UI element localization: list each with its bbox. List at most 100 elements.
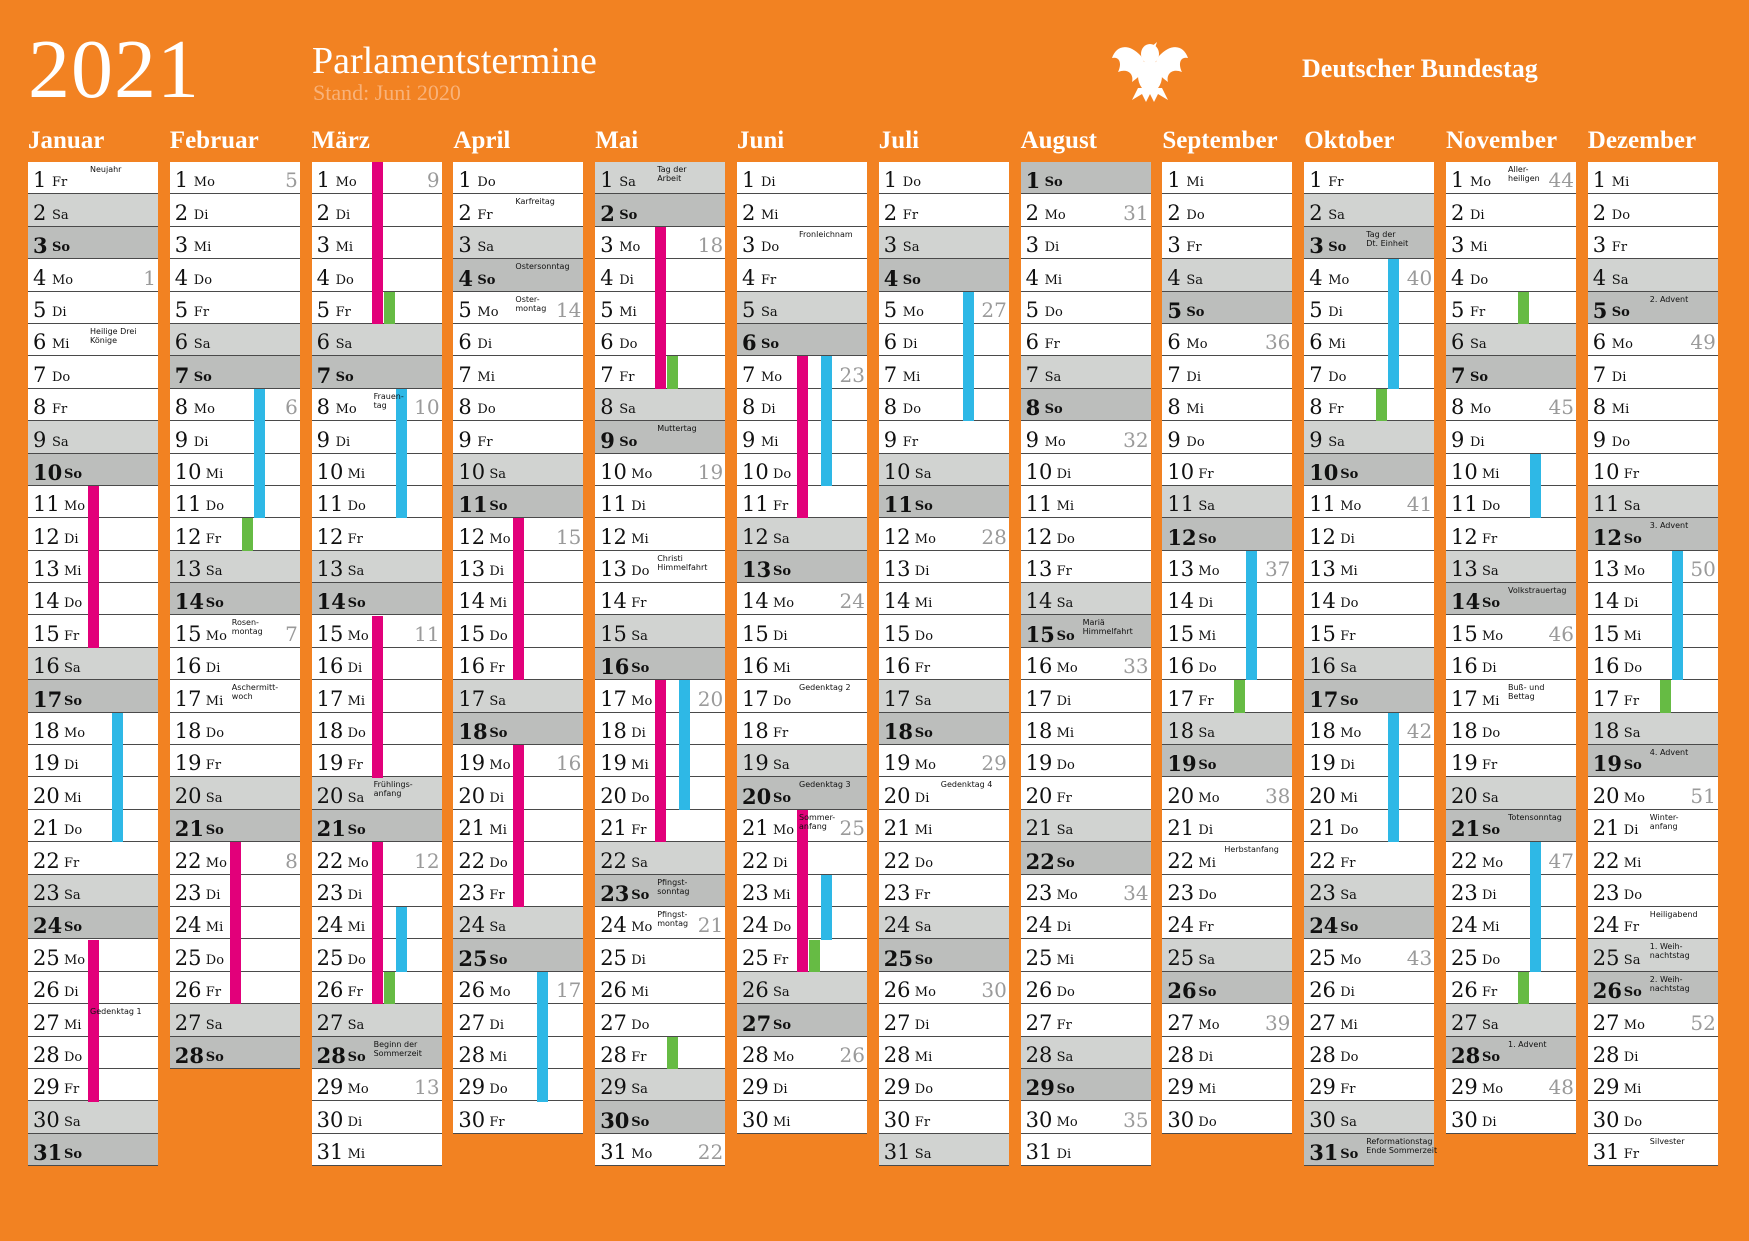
day-row: 16 Di: [1446, 647, 1576, 681]
weekday-label: Mi: [489, 596, 507, 612]
weekday-label: Do: [1611, 207, 1631, 223]
day-number: 25: [1592, 945, 1620, 970]
weekday-label: Di: [64, 985, 79, 1001]
day-row: 30 Fr: [453, 1101, 584, 1134]
day-number: 10: [600, 459, 627, 484]
day-row: 2 Do: [1162, 194, 1293, 227]
day-list: 1 Do 2 Fr 3 Sa 4 So 5 Mo 27 6 Di 7 Mi 8 Do 9 Fr 10 Sa 11 So 12 M…: [878, 162, 1009, 1167]
weekday-label: So: [347, 596, 366, 612]
day-row: 7 Do: [28, 356, 158, 389]
day-number: 21: [600, 816, 627, 841]
day-row: 20 Mi: [28, 777, 158, 810]
weekday-label: Fr: [489, 887, 505, 903]
day-row: 17 Sa: [878, 680, 1009, 713]
day-number: 16: [742, 654, 769, 679]
weekday-label: Sa: [205, 1017, 223, 1033]
day-number: 9: [1025, 427, 1039, 452]
day-number: 31: [883, 1140, 911, 1165]
day-row: 8 Mo 6: [169, 388, 300, 422]
day-row: 28 Mo 26: [737, 1036, 867, 1069]
day-number: 8: [742, 395, 756, 420]
page-title: Parlamentstermine: [312, 40, 597, 82]
day-row: 30 Do: [1162, 1101, 1293, 1134]
day-row: 19 Di: [1304, 745, 1435, 778]
holiday-note: Gedenktag 4: [940, 780, 993, 790]
day-number: 11: [1592, 492, 1620, 517]
day-number: 15: [174, 621, 202, 646]
day-number: 31: [1025, 1140, 1053, 1165]
day-row: 18 Do: [169, 712, 300, 746]
day-list: 1 Di 2 Mi 3 Do Fronleichnam 4 Fr 5 Sa 6 So 7 Mo 23 8 Di 9 M…: [737, 162, 867, 1134]
blue-week-bar: [112, 712, 123, 843]
day-number: 18: [1025, 719, 1053, 744]
weekday-label: Mo: [1198, 790, 1220, 806]
day-row: 19 Fr: [169, 745, 300, 778]
weekday-label: Mi: [1328, 337, 1346, 353]
week-number: 25: [839, 816, 865, 841]
weekday-label: So: [902, 272, 921, 288]
weekday-label: Mi: [631, 758, 649, 774]
weekday-label: Di: [773, 1082, 788, 1098]
weekday-label: So: [1044, 402, 1063, 418]
day-number: 5: [742, 297, 756, 322]
day-number: 4: [1025, 265, 1039, 290]
day-number: 25: [883, 945, 914, 971]
day-number: 6: [1025, 330, 1039, 355]
day-row: 5 Fr: [1446, 291, 1576, 324]
day-row: 2 Fr: [878, 194, 1009, 227]
day-number: 2: [1592, 200, 1607, 225]
week-number: 29: [981, 751, 1007, 776]
day-number: 29: [1025, 1075, 1055, 1101]
week-number: 42: [1406, 719, 1433, 744]
day-number: 4: [316, 265, 330, 290]
weekday-label: Do: [1623, 887, 1643, 903]
weekday-label: So: [631, 887, 650, 903]
weekday-label: Fr: [1623, 1147, 1640, 1163]
weekday-label: Fr: [914, 661, 931, 677]
day-row: 9 Di: [311, 421, 442, 454]
day-row: 10 Mo 19: [595, 453, 726, 486]
day-row: 5 Di: [1304, 291, 1435, 324]
week-number: 19: [697, 459, 724, 484]
day-row: 14 Mi: [878, 583, 1009, 616]
day-row: 18 So: [453, 712, 584, 746]
weekday-label: Do: [1623, 1114, 1643, 1130]
day-number: 20: [1167, 783, 1195, 808]
weekday-label: Do: [1482, 499, 1501, 515]
weekday-label: Mi: [1198, 855, 1216, 871]
day-number: 22: [316, 848, 344, 873]
weekday-label: Do: [1470, 272, 1489, 288]
day-number: 24: [1309, 913, 1339, 939]
weekday-label: Sa: [64, 1114, 81, 1130]
weekday-label: Mo: [1198, 1017, 1220, 1033]
weekday-label: Mo: [477, 304, 499, 320]
day-number: 4: [883, 265, 899, 291]
weekday-label: Fr: [64, 1082, 80, 1098]
weekday-label: Di: [193, 434, 209, 450]
day-number: 8: [1309, 395, 1323, 420]
weekday-label: Mo: [193, 175, 215, 191]
day-row: 11 So: [878, 485, 1009, 519]
weekday-label: Mi: [914, 596, 933, 612]
day-row: 19 Sa: [737, 745, 867, 778]
day-number: 19: [1025, 751, 1053, 776]
week-number: 11: [414, 621, 440, 646]
day-row: 15 Mo 46: [1446, 615, 1576, 648]
weekday-label: Sa: [1056, 823, 1074, 839]
weekday-label: Sa: [1198, 726, 1216, 742]
day-number: 24: [1592, 913, 1620, 938]
day-number: 29: [33, 1075, 60, 1100]
day-number: 19: [600, 751, 627, 776]
day-row: 3 Mi: [1446, 226, 1576, 260]
weekday-label: Mo: [631, 1147, 653, 1163]
weekday-label: Di: [1186, 369, 1201, 385]
day-row: 16 Fr: [878, 647, 1009, 681]
day-row: 4 So: [878, 259, 1009, 292]
month-column-0: Januar 1 Fr Neujahr 2 Sa 3 So 4 Mo 1 5 Di 6 Mi Heilige …: [28, 126, 158, 1167]
day-number: 8: [316, 395, 330, 420]
weekday-label: Sa: [773, 758, 790, 774]
month-name: August: [1020, 127, 1098, 154]
day-number: 2: [458, 200, 472, 225]
month-column-4: Mai 1 Sa Tag der Arbeit 2 So 3 Mo 18 4 Di 5 Mi 6 Do 7 Fr…: [595, 126, 726, 1167]
day-row: 15 Mo 7 Rosen- montag: [169, 615, 300, 648]
